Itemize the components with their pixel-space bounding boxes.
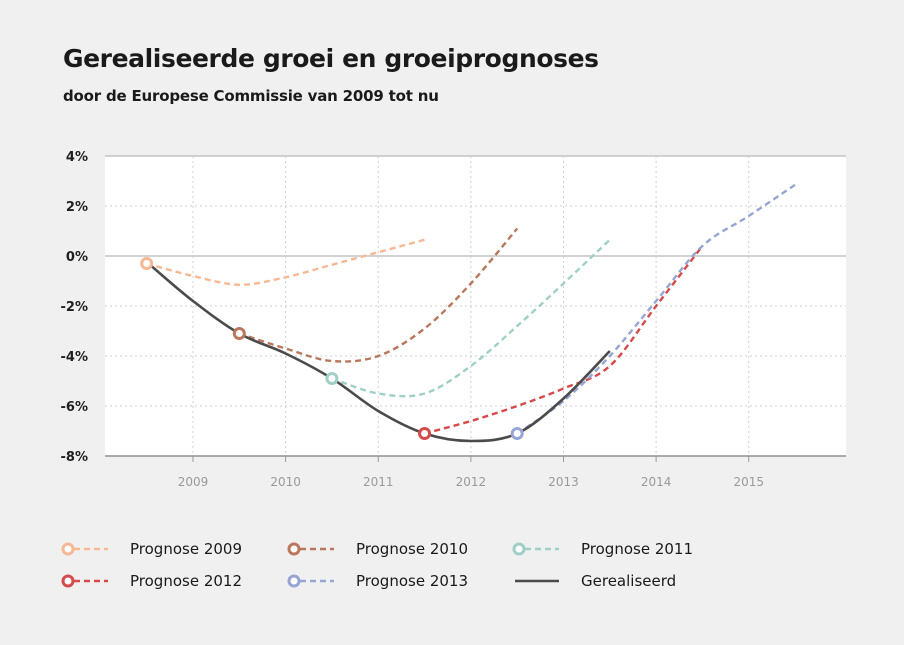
- legend-label: Prognose 2009: [130, 540, 242, 558]
- legend-marker: [512, 542, 526, 556]
- legend-label: Prognose 2013: [356, 572, 468, 590]
- legend-marker: [61, 542, 75, 556]
- chart-title: Gerealiseerde groei en groeiprognoses: [63, 44, 599, 73]
- legend-swatch-prognose-2012: [61, 574, 108, 588]
- legend-item-prognose-2013: Prognose 2013: [286, 570, 468, 592]
- series-marker-prognose-2009: [140, 257, 154, 270]
- legend-label: Prognose 2010: [356, 540, 468, 558]
- legend-item-gerealiseerd: Gerealiseerd: [511, 570, 676, 592]
- y-tick-label: -8%: [61, 450, 88, 465]
- series-marker-prognose-2013: [510, 427, 524, 440]
- series-lines: [146, 183, 796, 443]
- x-tick-label: 2012: [456, 475, 487, 489]
- legend-marker: [287, 542, 301, 556]
- x-tick-label: 2011: [363, 475, 394, 489]
- x-tick-label: 2010: [270, 475, 301, 489]
- x-tick-label: 2014: [641, 475, 672, 489]
- series-marker-prognose-2010: [232, 327, 246, 340]
- legend-marker: [287, 574, 301, 588]
- y-tick-label: 4%: [66, 150, 88, 165]
- series-line-prognose-2013: [516, 183, 796, 435]
- legend-swatch-prognose-2011: [512, 542, 559, 556]
- series-marker-prognose-2012: [418, 427, 432, 440]
- chart-grid: [105, 155, 846, 456]
- series-markers: [140, 257, 524, 440]
- series-line-prognose-2009: [146, 238, 425, 287]
- x-tick-label: 2013: [548, 475, 579, 489]
- legend-marker: [61, 574, 75, 588]
- y-tick-label: 2%: [66, 200, 88, 215]
- legend-swatch-gerealiseerd: [515, 579, 559, 583]
- y-tick-label: -4%: [61, 350, 88, 365]
- legend-item-prognose-2009: Prognose 2009: [60, 538, 242, 560]
- legend-swatch-prognose-2009: [61, 542, 108, 556]
- legend-label: Gerealiseerd: [581, 572, 677, 590]
- x-axis-ticks: 2009 2010 2011 2012 2013 2014 2015: [105, 455, 846, 489]
- y-tick-label: 0%: [66, 250, 88, 265]
- legend-item-prognose-2010: Prognose 2010: [286, 538, 468, 560]
- legend-item-prognose-2012: Prognose 2012: [60, 570, 242, 592]
- series-line-prognose-2010: [238, 227, 519, 363]
- x-tick-label: 2015: [733, 475, 764, 489]
- series-line-prognose-2011: [331, 238, 611, 398]
- legend-swatch-prognose-2010: [287, 542, 334, 556]
- legend-item-prognose-2011: Prognose 2011: [511, 538, 693, 560]
- series-marker-prognose-2011: [325, 372, 339, 385]
- series-line-gerealiseerd: [150, 264, 611, 443]
- legend-label: Prognose 2012: [130, 572, 242, 590]
- legend-label: Prognose 2011: [581, 540, 693, 558]
- series-line-prognose-2012: [424, 245, 704, 435]
- y-tick-label: -2%: [61, 300, 88, 315]
- y-axis-ticks: 4% 2% 0% -2% -4% -6% -8%: [61, 150, 88, 465]
- y-tick-label: -6%: [61, 400, 88, 415]
- chart-subtitle: door de Europese Commissie van 2009 tot …: [63, 87, 439, 105]
- x-tick-label: 2009: [178, 475, 209, 489]
- legend-swatch-prognose-2013: [287, 574, 334, 588]
